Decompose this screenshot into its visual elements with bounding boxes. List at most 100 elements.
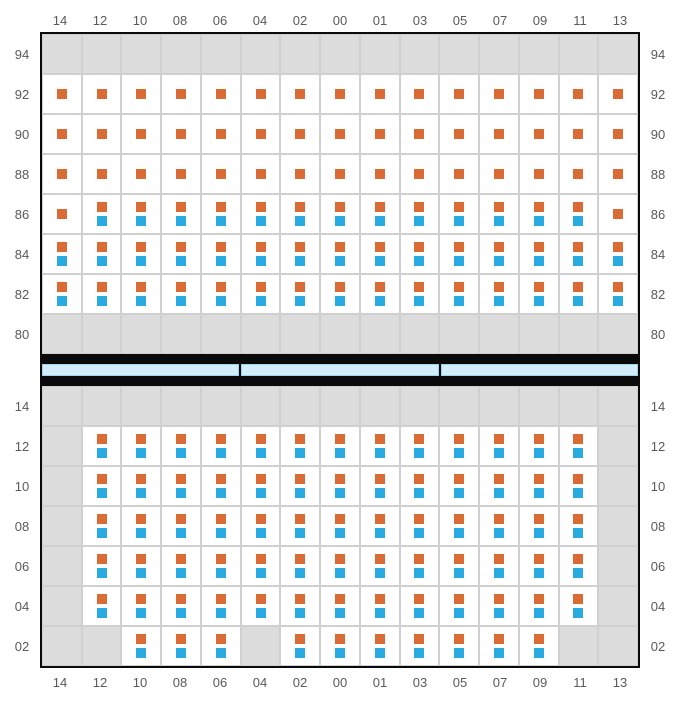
marker xyxy=(136,528,146,538)
marker xyxy=(136,648,146,658)
marker xyxy=(216,634,226,644)
cell xyxy=(241,194,281,234)
cell xyxy=(121,74,161,114)
marker xyxy=(414,648,424,658)
marker xyxy=(534,474,544,484)
cell xyxy=(360,74,400,114)
marker xyxy=(216,434,226,444)
cell xyxy=(280,194,320,234)
row-label: 10 xyxy=(2,466,42,506)
cell xyxy=(519,314,559,354)
marker xyxy=(256,488,266,498)
cell xyxy=(82,546,122,586)
cell xyxy=(598,426,638,466)
marker xyxy=(534,282,544,292)
marker xyxy=(494,256,504,266)
marker xyxy=(375,129,385,139)
marker xyxy=(454,594,464,604)
col-label: 04 xyxy=(240,13,280,28)
marker xyxy=(57,282,67,292)
cell xyxy=(82,274,122,314)
cell xyxy=(82,586,122,626)
cell xyxy=(241,154,281,194)
marker xyxy=(295,514,305,524)
grid-row xyxy=(42,466,638,506)
marker xyxy=(494,634,504,644)
marker xyxy=(534,129,544,139)
col-label: 11 xyxy=(560,13,600,28)
marker xyxy=(216,528,226,538)
cell xyxy=(400,234,440,274)
grid-row xyxy=(42,626,638,666)
marker xyxy=(97,448,107,458)
marker xyxy=(375,648,385,658)
marker xyxy=(375,608,385,618)
cell xyxy=(320,626,360,666)
marker xyxy=(136,448,146,458)
marker xyxy=(216,216,226,226)
cell xyxy=(241,466,281,506)
cell xyxy=(360,114,400,154)
cell xyxy=(439,234,479,274)
cell xyxy=(598,314,638,354)
marker xyxy=(414,568,424,578)
marker xyxy=(295,474,305,484)
cell xyxy=(201,506,241,546)
marker xyxy=(256,296,266,306)
cell xyxy=(320,34,360,74)
marker xyxy=(295,648,305,658)
marker xyxy=(494,296,504,306)
marker xyxy=(97,242,107,252)
marker xyxy=(375,434,385,444)
cell xyxy=(42,274,82,314)
grid-row xyxy=(42,546,638,586)
marker xyxy=(335,634,345,644)
cell xyxy=(598,386,638,426)
marker xyxy=(176,89,186,99)
marker xyxy=(57,256,67,266)
marker xyxy=(295,216,305,226)
marker xyxy=(216,296,226,306)
cell xyxy=(161,386,201,426)
cell xyxy=(280,386,320,426)
marker xyxy=(414,608,424,618)
marker xyxy=(216,554,226,564)
marker xyxy=(136,89,146,99)
marker xyxy=(375,594,385,604)
cell xyxy=(519,546,559,586)
cell xyxy=(320,114,360,154)
marker xyxy=(335,488,345,498)
marker xyxy=(573,568,583,578)
cell xyxy=(519,586,559,626)
marker xyxy=(454,608,464,618)
marker xyxy=(97,488,107,498)
cell xyxy=(598,506,638,546)
cell xyxy=(559,74,599,114)
cell xyxy=(121,426,161,466)
cell xyxy=(121,586,161,626)
cell xyxy=(241,586,281,626)
marker xyxy=(57,89,67,99)
marker xyxy=(256,608,266,618)
cell xyxy=(598,586,638,626)
marker xyxy=(494,488,504,498)
cell xyxy=(201,586,241,626)
col-label: 09 xyxy=(520,13,560,28)
grid-row xyxy=(42,386,638,426)
cell xyxy=(241,74,281,114)
marker xyxy=(534,634,544,644)
marker xyxy=(613,209,623,219)
cell xyxy=(42,466,82,506)
marker xyxy=(494,129,504,139)
marker xyxy=(136,296,146,306)
cell xyxy=(280,506,320,546)
cell xyxy=(360,466,400,506)
cell xyxy=(201,114,241,154)
marker xyxy=(176,568,186,578)
marker xyxy=(375,202,385,212)
marker xyxy=(573,554,583,564)
row-label: 12 xyxy=(638,426,678,466)
marker xyxy=(216,129,226,139)
cell xyxy=(400,626,440,666)
row-label: 04 xyxy=(638,586,678,626)
